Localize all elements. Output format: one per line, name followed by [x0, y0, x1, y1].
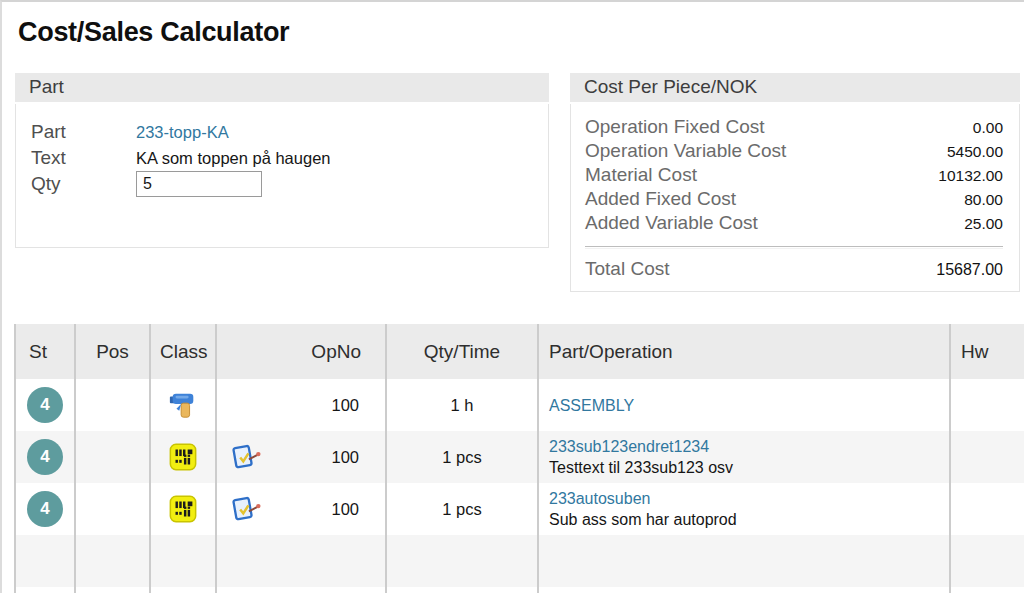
column-header-class: Class — [150, 324, 216, 379]
total-cost-row: Total Cost 15687.00 — [585, 258, 1003, 280]
status-badge: 4 — [27, 387, 63, 423]
table-row-empty — [15, 587, 1024, 593]
cost-label: Material Cost — [585, 164, 697, 186]
cost-row: Added Fixed Cost 80.00 — [585, 188, 1003, 212]
cost-row: Added Variable Cost 25.00 — [585, 212, 1003, 236]
cost-value: 0.00 — [973, 119, 1003, 137]
part-label: Part — [31, 121, 136, 143]
hw-cell — [950, 379, 1024, 431]
column-header-pos: Pos — [75, 324, 150, 379]
class-cell — [150, 379, 216, 431]
qty-field-row: Qty — [31, 171, 548, 197]
edit-document-icon[interactable] — [230, 496, 261, 523]
cost-panel-header: Cost Per Piece/NOK — [570, 73, 1020, 102]
table-row-empty — [15, 535, 1024, 587]
tools-icon — [168, 390, 198, 420]
status-cell: 4 — [15, 379, 75, 431]
qty-time-cell: 1 pcs — [386, 431, 538, 483]
status-badge: 4 — [27, 439, 63, 475]
opno-value: 100 — [331, 500, 359, 518]
cost-label: Added Variable Cost — [585, 212, 758, 234]
cost-label: Operation Variable Cost — [585, 140, 786, 162]
cost-value: 25.00 — [964, 215, 1003, 233]
part-link[interactable]: 233autosuben — [549, 488, 941, 509]
opno-cell: 100 — [216, 431, 386, 483]
column-header-hw: Hw — [950, 324, 1024, 379]
cost-per-piece-panel: Cost Per Piece/NOK Operation Fixed Cost … — [570, 73, 1020, 292]
part-panel-header: Part — [15, 73, 549, 102]
table-row: 4 100 1 pcs 233sub123endret1234 Testtext… — [15, 431, 1024, 483]
cost-row: Operation Fixed Cost 0.00 — [585, 116, 1003, 140]
pos-cell — [75, 431, 150, 483]
part-operation-cell: 233autosuben Sub ass som har autoprod — [538, 483, 950, 535]
hw-cell — [950, 431, 1024, 483]
pos-cell — [75, 483, 150, 535]
class-cell — [150, 483, 216, 535]
part-operation-cell: ASSEMBLY — [538, 379, 950, 431]
opno-value: 100 — [331, 396, 359, 414]
text-label: Text — [31, 147, 136, 169]
qty-time-cell: 1 h — [386, 379, 538, 431]
cost-value: 80.00 — [964, 191, 1003, 209]
part-icon — [168, 494, 198, 524]
cost-row: Operation Variable Cost 5450.00 — [585, 140, 1003, 164]
table-row: 4 100 1 h ASSEMBLY — [15, 379, 1024, 431]
part-operation-cell: 233sub123endret1234 Testtext til 233sub1… — [538, 431, 950, 483]
part-description: KA som toppen på haugen — [136, 149, 331, 168]
qty-input[interactable] — [136, 171, 262, 197]
part-description-text: Testtext til 233sub123 osv — [549, 457, 941, 478]
edit-document-icon[interactable] — [230, 444, 261, 471]
table-header-row: St Pos Class OpNo Qty/Time Part/Operatio… — [15, 324, 1024, 379]
part-number-link[interactable]: 233-topp-KA — [136, 123, 229, 142]
cost-panel-body: Operation Fixed Cost 0.00 Operation Vari… — [570, 104, 1020, 292]
page-title: Cost/Sales Calculator — [18, 17, 289, 48]
text-field-row: Text KA som toppen på haugen — [31, 145, 548, 171]
qty-time-cell: 1 pcs — [386, 483, 538, 535]
part-description-text: Sub ass som har autoprod — [549, 509, 941, 530]
opno-cell: 100 — [216, 483, 386, 535]
part-panel-body: Part 233-topp-KA Text KA som toppen på h… — [15, 104, 549, 248]
opno-value: 100 — [331, 448, 359, 466]
column-header-qty-time: Qty/Time — [386, 324, 538, 379]
opno-cell: 100 — [216, 379, 386, 431]
status-badge: 4 — [27, 491, 63, 527]
hw-cell — [950, 483, 1024, 535]
table-row: 4 100 1 pcs 233autosuben Sub ass som har… — [15, 483, 1024, 535]
cost-sales-calculator-window: Cost/Sales Calculator Part Part 233-topp… — [0, 0, 1024, 593]
class-cell — [150, 431, 216, 483]
cost-value: 10132.00 — [938, 167, 1003, 185]
part-panel: Part Part 233-topp-KA Text KA som toppen… — [15, 73, 549, 248]
column-header-opno: OpNo — [216, 324, 386, 379]
cost-row: Material Cost 10132.00 — [585, 164, 1003, 188]
cost-value: 5450.00 — [947, 143, 1003, 161]
operations-table: St Pos Class OpNo Qty/Time Part/Operatio… — [14, 324, 1024, 593]
status-cell: 4 — [15, 483, 75, 535]
cost-label: Added Fixed Cost — [585, 188, 736, 210]
qty-label: Qty — [31, 173, 136, 195]
total-cost-label: Total Cost — [585, 258, 669, 280]
part-icon — [168, 442, 198, 472]
column-header-st: St — [15, 324, 75, 379]
operation-link[interactable]: ASSEMBLY — [549, 395, 941, 416]
total-cost-value: 15687.00 — [936, 261, 1003, 279]
column-header-part-operation: Part/Operation — [538, 324, 950, 379]
total-separator — [585, 246, 1003, 249]
pos-cell — [75, 379, 150, 431]
part-link[interactable]: 233sub123endret1234 — [549, 436, 941, 457]
part-field-row: Part 233-topp-KA — [31, 119, 548, 145]
status-cell: 4 — [15, 431, 75, 483]
cost-label: Operation Fixed Cost — [585, 116, 765, 138]
